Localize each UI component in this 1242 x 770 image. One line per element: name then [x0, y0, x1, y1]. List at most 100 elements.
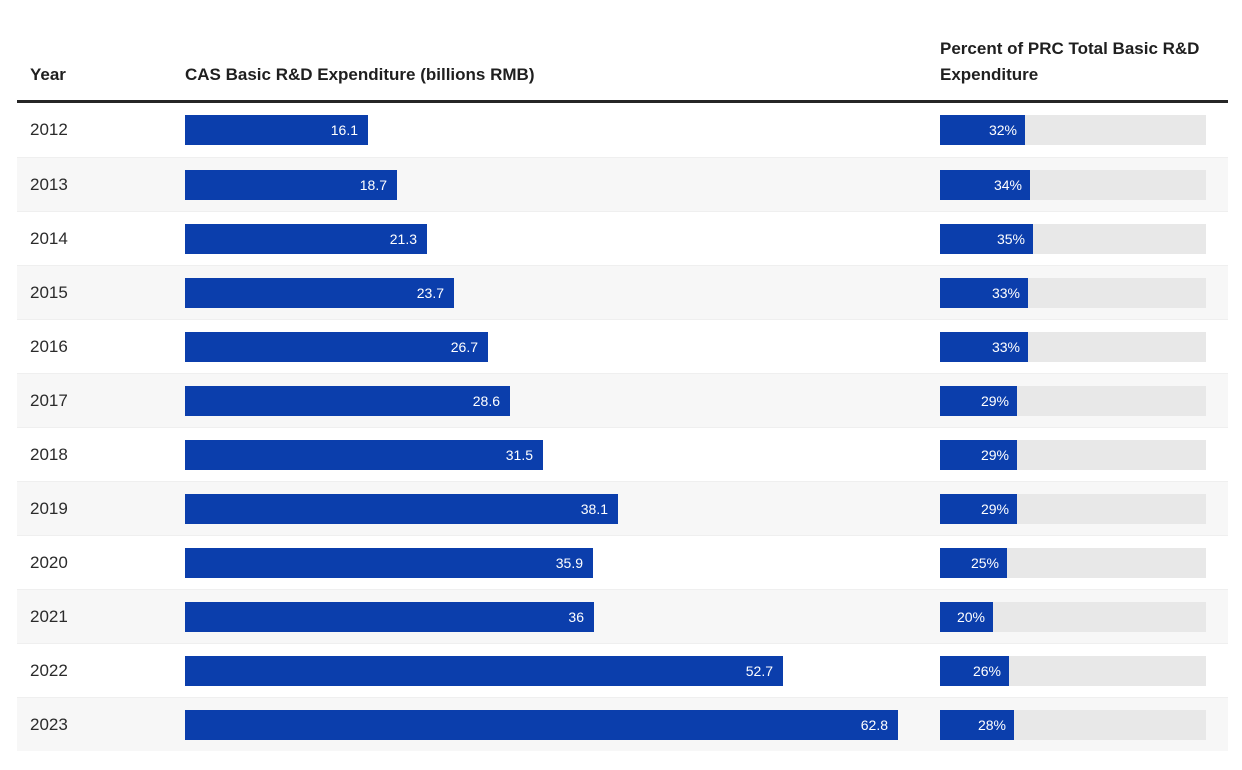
percent-track: 34%: [940, 169, 1206, 200]
expenditure-value: 23.7: [416, 284, 444, 301]
table-header-row: Year CAS Basic R&D Expenditure (billions…: [17, 0, 1228, 100]
percent-track: 29%: [940, 439, 1206, 470]
percent-value: 28%: [977, 716, 1006, 733]
expenditure-bar: 52.7: [185, 655, 783, 686]
expenditure-value: 21.3: [389, 230, 417, 247]
expenditure-value: 16.1: [330, 122, 358, 138]
expenditure-bar: 23.7: [185, 277, 454, 308]
expenditure-cell: 38.1: [185, 493, 940, 524]
expenditure-value: 62.8: [860, 716, 888, 733]
percent-cell: 28%: [940, 709, 1228, 740]
percent-cell: 35%: [940, 223, 1228, 254]
percent-track: 32%: [940, 115, 1206, 145]
percent-bar: 33%: [940, 277, 1028, 308]
year-cell: 2014: [30, 228, 68, 248]
table-row: 2016 26.7 33%: [17, 319, 1228, 373]
table-row: 2023 62.8 28%: [17, 697, 1228, 751]
percent-track: 29%: [940, 493, 1206, 524]
table-row: 2021 36 20%: [17, 589, 1228, 643]
percent-bar: 28%: [940, 709, 1014, 740]
table-row: 2017 28.6 29%: [17, 373, 1228, 427]
percent-bar: 26%: [940, 655, 1009, 686]
percent-value: 20%: [956, 608, 985, 625]
table-row: 2022 52.7 26%: [17, 643, 1228, 697]
column-header-percent: Percent of PRC Total Basic R&D Expenditu…: [940, 39, 1200, 84]
table-row: 2020 35.9 25%: [17, 535, 1228, 589]
expenditure-value: 38.1: [580, 500, 608, 517]
expenditure-bar: 31.5: [185, 439, 543, 470]
expenditure-bar: 26.7: [185, 331, 488, 362]
percent-bar: 35%: [940, 223, 1033, 254]
percent-track: 20%: [940, 601, 1206, 632]
expenditure-value: 52.7: [745, 662, 773, 679]
percent-value: 33%: [991, 284, 1020, 301]
percent-track: 33%: [940, 277, 1206, 308]
expenditure-value: 18.7: [359, 176, 387, 193]
expenditure-cell: 26.7: [185, 331, 940, 362]
percent-track: 28%: [940, 709, 1206, 740]
column-header-year: Year: [30, 64, 66, 84]
table-row: 2012 16.1 32%: [17, 103, 1228, 157]
percent-track: 33%: [940, 331, 1206, 362]
percent-value: 33%: [991, 338, 1020, 355]
year-cell: 2013: [30, 174, 68, 194]
percent-value: 32%: [988, 122, 1017, 138]
year-cell: 2021: [30, 606, 68, 626]
expenditure-cell: 52.7: [185, 655, 940, 686]
year-cell: 2023: [30, 714, 68, 734]
percent-bar: 29%: [940, 385, 1017, 416]
percent-track: 29%: [940, 385, 1206, 416]
expenditure-cell: 62.8: [185, 709, 940, 740]
expenditure-bar: 62.8: [185, 709, 898, 740]
percent-cell: 29%: [940, 493, 1228, 524]
expenditure-cell: 31.5: [185, 439, 940, 470]
percent-value: 29%: [980, 446, 1009, 463]
expenditure-bar: 38.1: [185, 493, 618, 524]
percent-cell: 25%: [940, 547, 1228, 578]
year-cell: 2016: [30, 336, 68, 356]
header-divider: [17, 100, 1228, 103]
percent-bar: 32%: [940, 115, 1025, 145]
expenditure-bar: 36: [185, 601, 594, 632]
percent-cell: 26%: [940, 655, 1228, 686]
expenditure-cell: 21.3: [185, 223, 940, 254]
expenditure-cell: 18.7: [185, 169, 940, 200]
expenditure-cell: 36: [185, 601, 940, 632]
percent-track: 26%: [940, 655, 1206, 686]
percent-cell: 33%: [940, 331, 1228, 362]
percent-value: 34%: [993, 176, 1022, 193]
year-cell: 2015: [30, 282, 68, 302]
percent-cell: 33%: [940, 277, 1228, 308]
expenditure-cell: 35.9: [185, 547, 940, 578]
percent-cell: 34%: [940, 169, 1228, 200]
table-body: 2012 16.1 32% 2013 18.7 34% 2014 21.3 35% 2015 23.…: [17, 103, 1228, 751]
percent-bar: 33%: [940, 331, 1028, 362]
percent-cell: 32%: [940, 115, 1228, 145]
percent-value: 29%: [980, 500, 1009, 517]
year-cell: 2012: [30, 120, 68, 139]
table-row: 2015 23.7 33%: [17, 265, 1228, 319]
percent-bar: 29%: [940, 439, 1017, 470]
expenditure-value: 28.6: [472, 392, 500, 409]
percent-bar: 20%: [940, 601, 993, 632]
expenditure-value: 35.9: [555, 554, 583, 571]
year-cell: 2020: [30, 552, 68, 572]
table-row: 2013 18.7 34%: [17, 157, 1228, 211]
percent-track: 25%: [940, 547, 1206, 578]
expenditure-value: 36: [568, 608, 584, 625]
expenditure-bar: 35.9: [185, 547, 593, 578]
percent-value: 29%: [980, 392, 1009, 409]
percent-value: 26%: [972, 662, 1001, 679]
percent-value: 25%: [970, 554, 999, 571]
percent-track: 35%: [940, 223, 1206, 254]
expenditure-cell: 16.1: [185, 115, 940, 145]
year-cell: 2019: [30, 498, 68, 518]
table-row: 2019 38.1 29%: [17, 481, 1228, 535]
expenditure-bar: 21.3: [185, 223, 427, 254]
cas-rd-table: Year CAS Basic R&D Expenditure (billions…: [17, 0, 1228, 751]
expenditure-bar: 16.1: [185, 115, 368, 145]
percent-cell: 20%: [940, 601, 1228, 632]
expenditure-bar: 18.7: [185, 169, 397, 200]
year-cell: 2022: [30, 660, 68, 680]
